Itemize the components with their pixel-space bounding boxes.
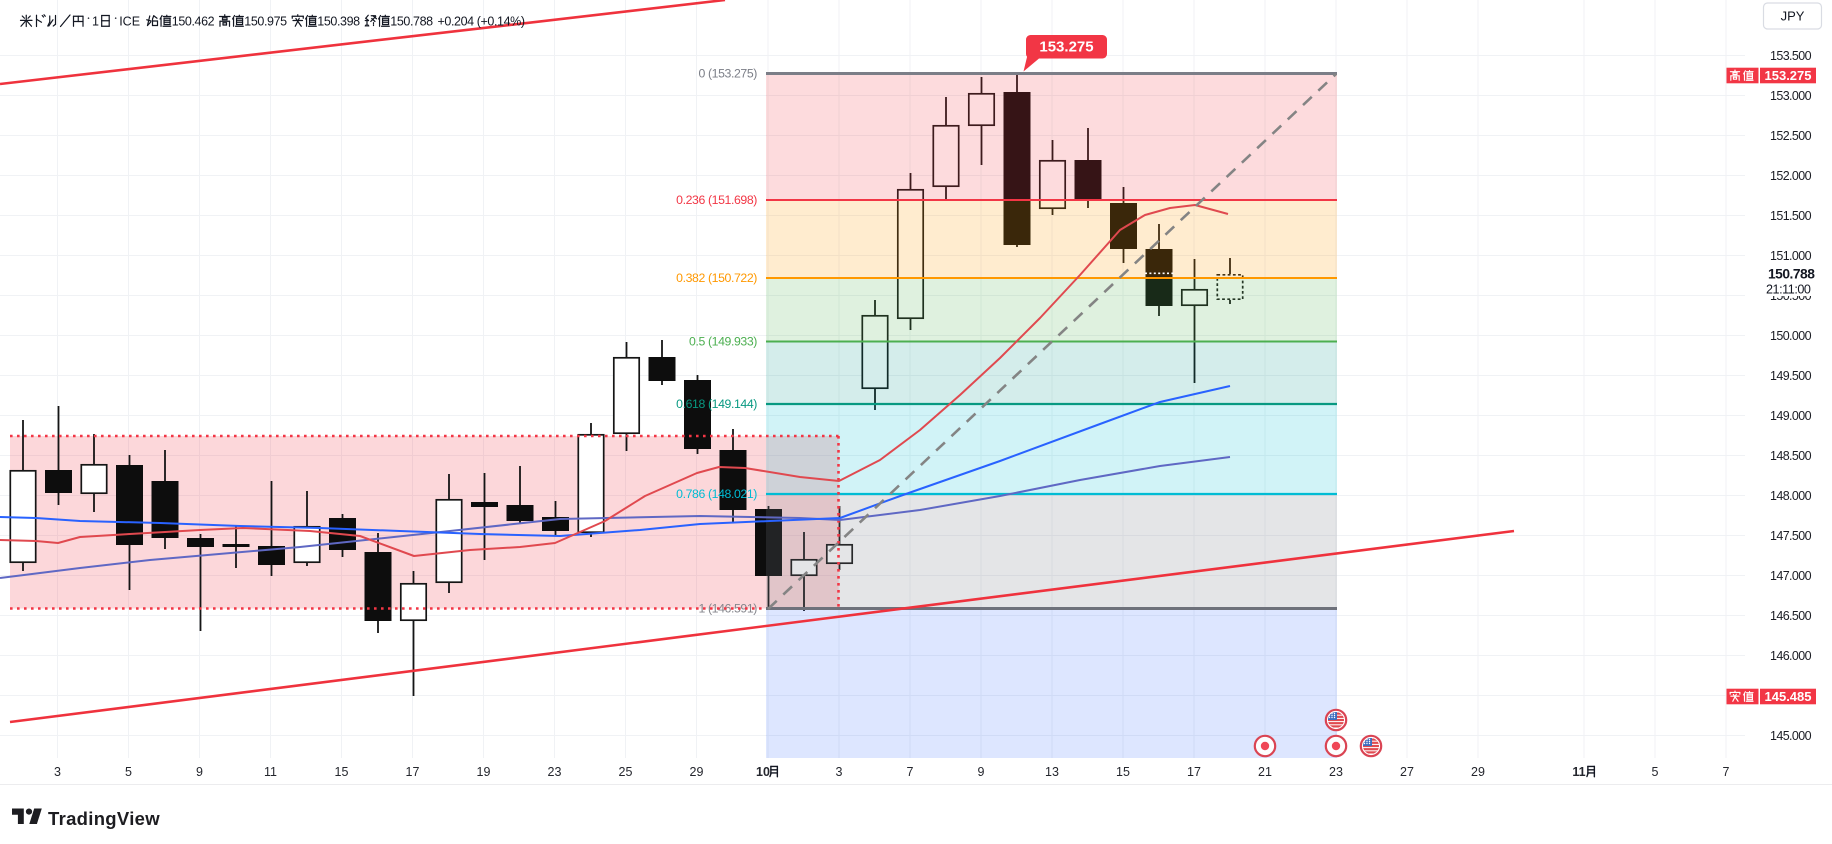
svg-text:23: 23 (1329, 765, 1343, 779)
svg-text:150.788: 150.788 (390, 15, 433, 29)
svg-text:15: 15 (1116, 765, 1130, 779)
svg-text:153.275: 153.275 (1039, 39, 1093, 56)
svg-text:7: 7 (1723, 765, 1730, 779)
svg-text:151.500: 151.500 (1770, 209, 1812, 223)
svg-text:145.000: 145.000 (1770, 729, 1812, 743)
svg-text:9: 9 (978, 765, 985, 779)
svg-text:3: 3 (836, 765, 843, 779)
svg-text:13: 13 (1045, 765, 1059, 779)
svg-text:150.398: 150.398 (317, 15, 360, 29)
svg-text:21:11:00: 21:11:00 (1766, 283, 1811, 297)
svg-text:149.000: 149.000 (1770, 409, 1812, 423)
svg-text:5: 5 (1652, 765, 1659, 779)
svg-text:10: 10 (756, 765, 770, 779)
svg-text:TradingView: TradingView (48, 808, 160, 829)
svg-text:153.500: 153.500 (1770, 49, 1812, 63)
svg-text:150.462: 150.462 (172, 15, 215, 29)
svg-text:0 (153.275): 0 (153.275) (699, 67, 758, 81)
svg-text:151.000: 151.000 (1770, 249, 1812, 263)
svg-text:153.275: 153.275 (1765, 68, 1812, 83)
svg-text:5: 5 (125, 765, 132, 779)
svg-text:7: 7 (907, 765, 914, 779)
svg-text:146.500: 146.500 (1770, 609, 1812, 623)
svg-text:152.500: 152.500 (1770, 129, 1812, 143)
svg-text:19: 19 (477, 765, 491, 779)
svg-text:0.5 (149.933): 0.5 (149.933) (689, 335, 757, 349)
svg-text:145.485: 145.485 (1765, 689, 1812, 704)
svg-text:149.500: 149.500 (1770, 369, 1812, 383)
svg-text:147.000: 147.000 (1770, 569, 1812, 583)
svg-text:17: 17 (406, 765, 420, 779)
svg-text:11: 11 (264, 765, 277, 779)
svg-text:29: 29 (1471, 765, 1485, 779)
svg-text:147.500: 147.500 (1770, 529, 1812, 543)
svg-text:25: 25 (619, 765, 633, 779)
svg-text:152.000: 152.000 (1770, 169, 1812, 183)
svg-text:150.788: 150.788 (1768, 267, 1815, 282)
svg-text:3: 3 (54, 765, 61, 779)
svg-text:15: 15 (335, 765, 349, 779)
svg-text:146.000: 146.000 (1770, 649, 1812, 663)
svg-text:21: 21 (1258, 765, 1272, 779)
svg-text:1: 1 (92, 15, 99, 29)
svg-text:148.000: 148.000 (1770, 489, 1812, 503)
svg-text:1 (146.591): 1 (146.591) (699, 602, 758, 616)
svg-text:+0.204 (+0.14%): +0.204 (+0.14%) (438, 15, 525, 29)
svg-text:153.000: 153.000 (1770, 89, 1812, 103)
svg-text:150.000: 150.000 (1770, 329, 1812, 343)
svg-text:ICE: ICE (119, 15, 140, 29)
svg-text:9: 9 (196, 765, 203, 779)
svg-text:0.786 (148.021): 0.786 (148.021) (676, 487, 757, 501)
svg-text:27: 27 (1400, 765, 1414, 779)
svg-text:17: 17 (1187, 765, 1201, 779)
svg-text:23: 23 (548, 765, 562, 779)
svg-text:150.975: 150.975 (244, 15, 287, 29)
svg-text:0.382 (150.722): 0.382 (150.722) (676, 271, 757, 285)
svg-text:0.236 (151.698): 0.236 (151.698) (676, 193, 757, 207)
svg-text:11: 11 (1572, 765, 1585, 779)
svg-text:JPY: JPY (1781, 9, 1805, 24)
svg-text:0.618 (149.144): 0.618 (149.144) (676, 397, 757, 411)
svg-text:148.500: 148.500 (1770, 449, 1812, 463)
svg-text:29: 29 (690, 765, 704, 779)
